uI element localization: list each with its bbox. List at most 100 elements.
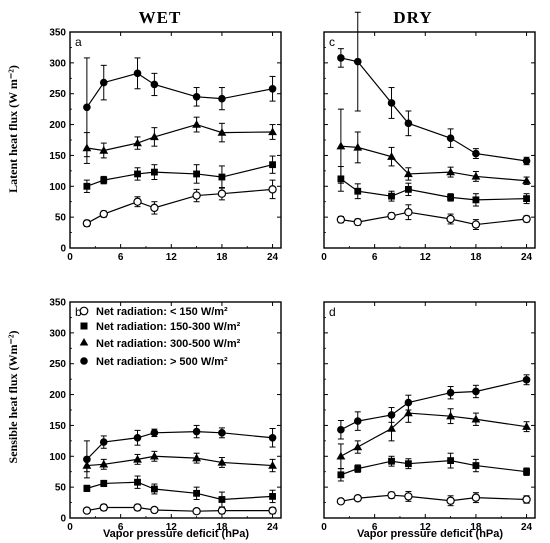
- data-point: [353, 494, 362, 503]
- panel-label: a: [75, 35, 82, 49]
- data-point: [405, 460, 412, 468]
- data-point: [522, 176, 531, 184]
- data-point: [337, 54, 345, 62]
- column-title-wet: WET: [139, 8, 182, 27]
- series-line: [340, 145, 527, 182]
- data-point: [99, 145, 109, 154]
- data-point: [471, 493, 481, 502]
- legend-marker-triangle: [79, 338, 89, 346]
- y-tick-label: 150: [49, 421, 66, 432]
- data-point: [192, 191, 201, 200]
- legend-item-150-300: Net radiation: 150-300 W/m²: [80, 321, 241, 333]
- x-tick-label: 12: [420, 252, 432, 263]
- data-point: [218, 429, 226, 437]
- x-tick-label: 24: [521, 522, 533, 533]
- y-tick-label: 350: [49, 28, 66, 39]
- series-line: [86, 123, 273, 152]
- data-point: [150, 505, 159, 515]
- data-point: [82, 219, 92, 228]
- data-point: [268, 84, 277, 93]
- series-circle: [83, 57, 277, 158]
- data-point: [472, 387, 480, 396]
- legend-item-300-500: Net radiation: 300-500 W/m²: [79, 338, 241, 350]
- data-point: [150, 429, 159, 437]
- series-line: [340, 57, 527, 162]
- series-circle: [337, 11, 531, 166]
- series-line: [340, 494, 527, 502]
- x-tick-label: 24: [267, 522, 279, 533]
- data-point: [337, 471, 345, 479]
- y-tick-label: 50: [55, 213, 67, 224]
- x-tick-label: 0: [67, 252, 73, 263]
- data-point: [217, 189, 227, 198]
- data-point: [446, 388, 455, 397]
- data-point: [446, 167, 455, 176]
- data-point: [192, 507, 201, 516]
- data-point: [193, 489, 200, 497]
- x-tick-label: 6: [372, 252, 378, 263]
- legend-label: Net radiation: < 150 W/m²: [96, 306, 228, 318]
- series-open-circle: [82, 179, 277, 228]
- data-point: [446, 411, 455, 420]
- data-point: [387, 424, 396, 432]
- series-circle: [337, 374, 531, 440]
- series-square: [83, 155, 276, 193]
- legend-label: Net radiation: 150-300 W/m²: [96, 321, 241, 333]
- data-point: [446, 134, 455, 142]
- data-point: [336, 215, 346, 224]
- data-point: [151, 168, 158, 176]
- data-point: [83, 484, 91, 492]
- panel-label: b: [75, 305, 82, 319]
- data-point: [405, 185, 412, 193]
- y-tick-label: 300: [49, 58, 66, 69]
- data-point: [83, 103, 91, 112]
- data-point: [150, 132, 159, 141]
- series-open-circle: [82, 503, 277, 516]
- data-point: [99, 503, 108, 512]
- series-circle: [83, 424, 277, 479]
- x-tick-label: 0: [321, 252, 327, 263]
- series-open-circle: [336, 204, 531, 230]
- data-point: [522, 495, 531, 504]
- data-point: [472, 196, 480, 204]
- y-tick-label: 300: [49, 328, 66, 339]
- legend-marker-open-circle: [79, 306, 89, 316]
- data-point: [134, 478, 141, 486]
- data-point: [83, 182, 91, 190]
- legend-item-under-150: Net radiation: < 150 W/m²: [79, 306, 228, 318]
- series-line: [86, 188, 273, 224]
- panel-c: c 0 6 12 18 24: [321, 11, 536, 263]
- legend-marker-circle: [80, 357, 88, 365]
- data-point: [218, 496, 226, 503]
- data-point: [471, 171, 481, 180]
- column-title-dry: DRY: [393, 8, 432, 27]
- data-point: [353, 217, 362, 227]
- x-tick-label: 18: [216, 252, 228, 263]
- data-point: [522, 157, 531, 165]
- data-point: [150, 203, 159, 213]
- series-square: [337, 452, 530, 482]
- x-tick-label: 6: [118, 522, 124, 533]
- data-point: [268, 506, 277, 515]
- panel-a: a 0 50 100 150 200 250 300 350 0 6 12 18 24: [49, 28, 282, 263]
- x-tick-label: 6: [372, 522, 378, 533]
- x-tick-label: 24: [267, 252, 279, 263]
- x-axis-label-wet: Vapor pressure deficit (hPa): [103, 528, 249, 540]
- data-point: [404, 492, 413, 501]
- data-point: [523, 195, 530, 203]
- data-point: [447, 193, 454, 201]
- y-tick-label: 250: [49, 359, 66, 370]
- data-point: [99, 78, 108, 87]
- x-axis-label-dry: Vapor pressure deficit (hPa): [357, 528, 503, 540]
- data-point: [472, 462, 480, 469]
- data-point: [446, 214, 455, 224]
- data-point: [82, 506, 92, 515]
- y-tick-label: 200: [49, 120, 66, 131]
- panel-label: c: [329, 35, 335, 49]
- data-point: [404, 208, 413, 217]
- data-point: [353, 417, 362, 425]
- x-tick-label: 0: [321, 522, 327, 533]
- series-line: [340, 460, 527, 476]
- x-tick-label: 12: [420, 522, 432, 533]
- data-point: [387, 490, 396, 500]
